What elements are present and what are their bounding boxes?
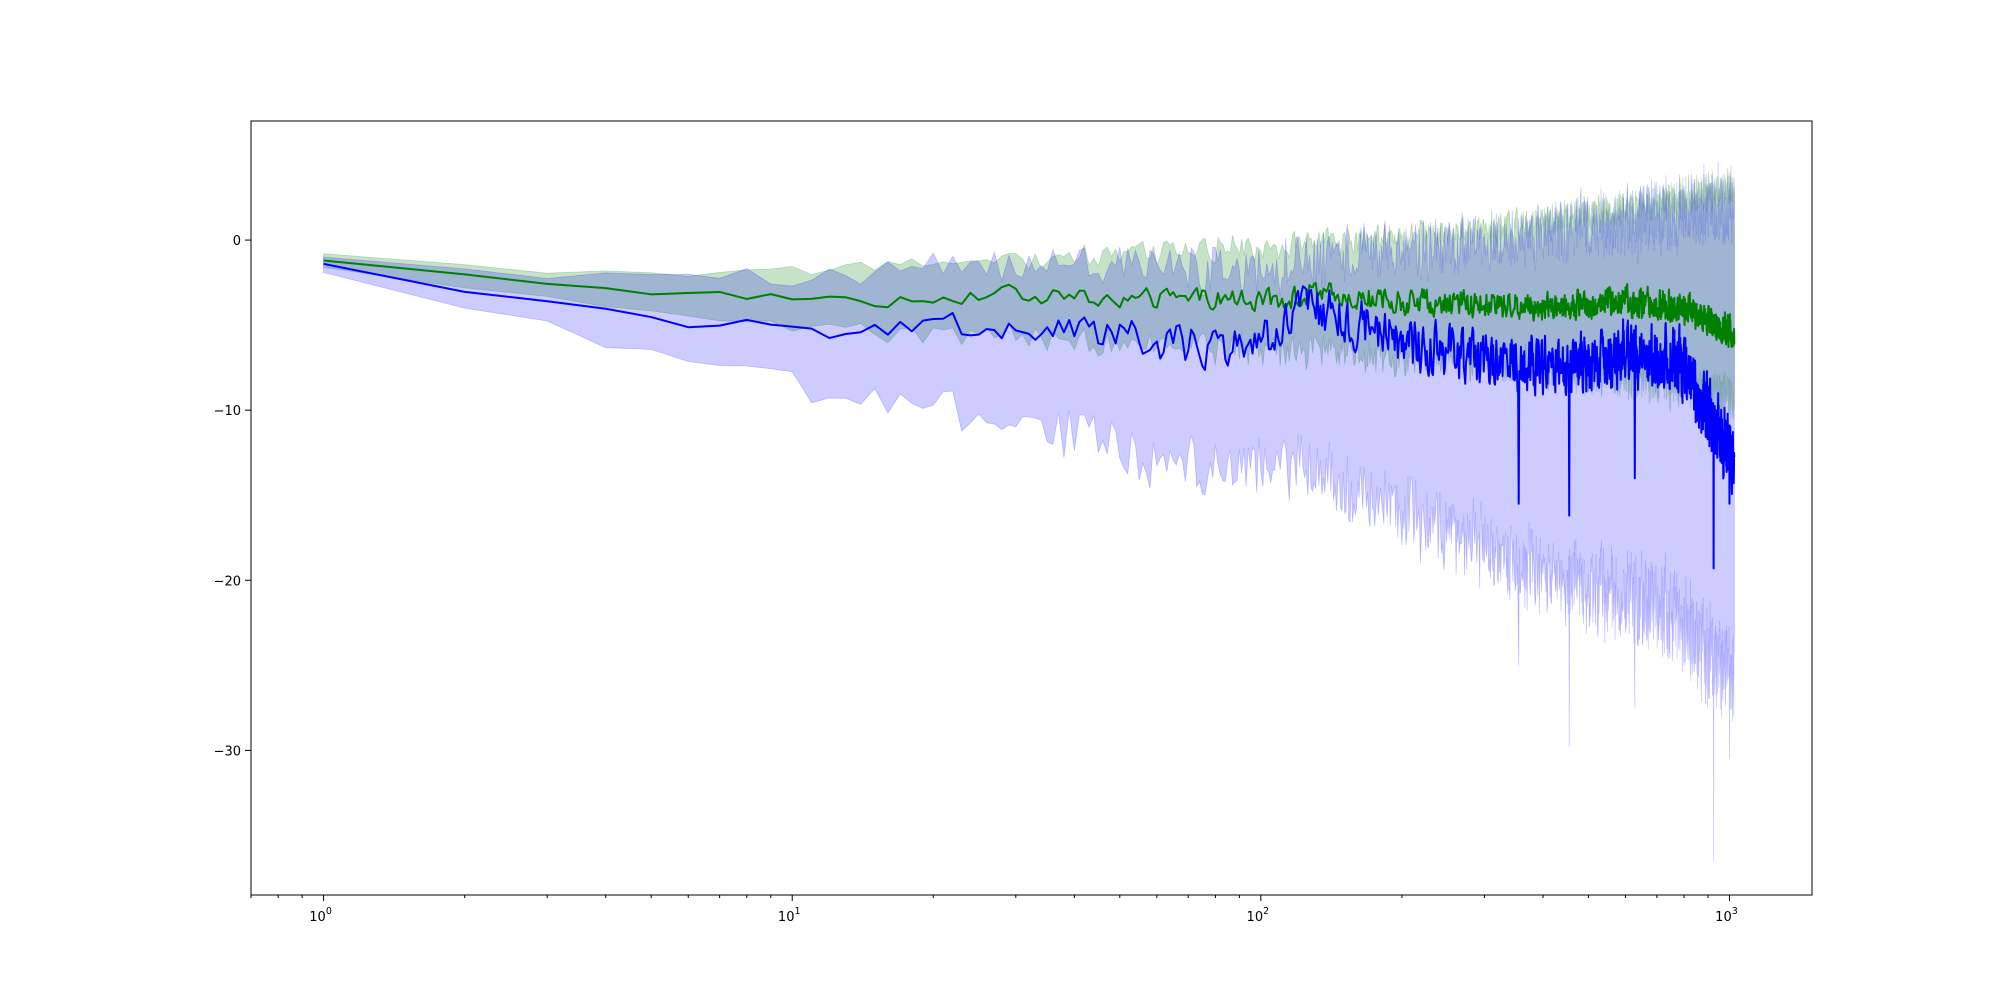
x-tick-label: 100 <box>309 906 332 925</box>
series-1-line <box>323 262 1736 570</box>
y-tick-label: 0 <box>233 234 241 249</box>
x-tick-label: 103 <box>1715 906 1738 925</box>
plot-area <box>323 161 1736 861</box>
x-tick-label: 102 <box>1247 906 1270 925</box>
y-tick-label: −10 <box>214 404 241 419</box>
y-axis: 0 −10 −20 −30 <box>214 234 251 759</box>
x-tick-label: 101 <box>778 906 801 925</box>
series-0-line <box>323 259 1736 348</box>
x-axis: 100 101 102 103 <box>250 895 1738 925</box>
y-tick-label: −30 <box>214 744 241 759</box>
y-tick-label: −20 <box>214 574 241 589</box>
axes-frame <box>250 120 1813 896</box>
